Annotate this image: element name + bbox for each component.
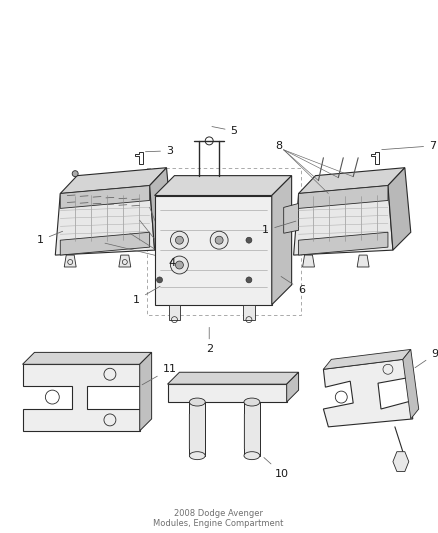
Bar [147, 168, 300, 314]
Text: 10: 10 [264, 457, 289, 479]
Circle shape [210, 231, 228, 249]
Text: 9: 9 [415, 349, 438, 368]
Polygon shape [393, 451, 409, 472]
Polygon shape [140, 352, 152, 431]
Polygon shape [155, 176, 292, 196]
Text: 1: 1 [262, 221, 296, 235]
Polygon shape [323, 359, 413, 427]
Polygon shape [22, 365, 140, 431]
Circle shape [176, 261, 184, 269]
Polygon shape [403, 350, 419, 419]
Polygon shape [284, 204, 299, 233]
Polygon shape [299, 232, 388, 255]
Text: 11: 11 [142, 364, 177, 385]
Polygon shape [189, 402, 205, 456]
Text: 1: 1 [133, 286, 160, 305]
Polygon shape [293, 185, 393, 255]
Polygon shape [119, 255, 131, 267]
Text: 7: 7 [382, 141, 436, 151]
Text: 4: 4 [169, 258, 176, 268]
Polygon shape [64, 255, 76, 267]
Circle shape [246, 277, 252, 283]
Text: 3: 3 [145, 146, 173, 156]
Circle shape [170, 231, 188, 249]
Ellipse shape [189, 451, 205, 459]
Ellipse shape [244, 451, 260, 459]
Polygon shape [60, 232, 150, 255]
Polygon shape [167, 384, 286, 402]
Text: 5: 5 [212, 126, 237, 136]
Polygon shape [272, 176, 292, 305]
Circle shape [176, 236, 184, 244]
Polygon shape [155, 196, 272, 305]
Ellipse shape [189, 398, 205, 406]
Polygon shape [167, 372, 299, 384]
Circle shape [72, 171, 78, 176]
Text: 2: 2 [206, 327, 213, 354]
Text: 6: 6 [281, 277, 305, 295]
Polygon shape [299, 185, 388, 208]
Polygon shape [22, 352, 152, 365]
Text: 8: 8 [275, 141, 282, 151]
Text: 1: 1 [37, 231, 63, 245]
Polygon shape [244, 402, 260, 456]
Circle shape [215, 236, 223, 244]
Polygon shape [357, 255, 369, 267]
Polygon shape [150, 168, 173, 250]
Circle shape [246, 237, 252, 243]
Polygon shape [303, 255, 314, 267]
Polygon shape [323, 350, 411, 369]
Polygon shape [169, 305, 180, 320]
Circle shape [157, 277, 162, 283]
Circle shape [170, 256, 188, 274]
Polygon shape [286, 372, 299, 402]
Polygon shape [243, 305, 255, 320]
Text: 2008 Dodge Avenger
Modules, Engine Compartment: 2008 Dodge Avenger Modules, Engine Compa… [153, 508, 283, 528]
Polygon shape [60, 185, 150, 208]
Ellipse shape [244, 398, 260, 406]
Polygon shape [60, 168, 166, 193]
Polygon shape [388, 168, 411, 250]
Polygon shape [55, 185, 155, 255]
Polygon shape [299, 168, 405, 193]
